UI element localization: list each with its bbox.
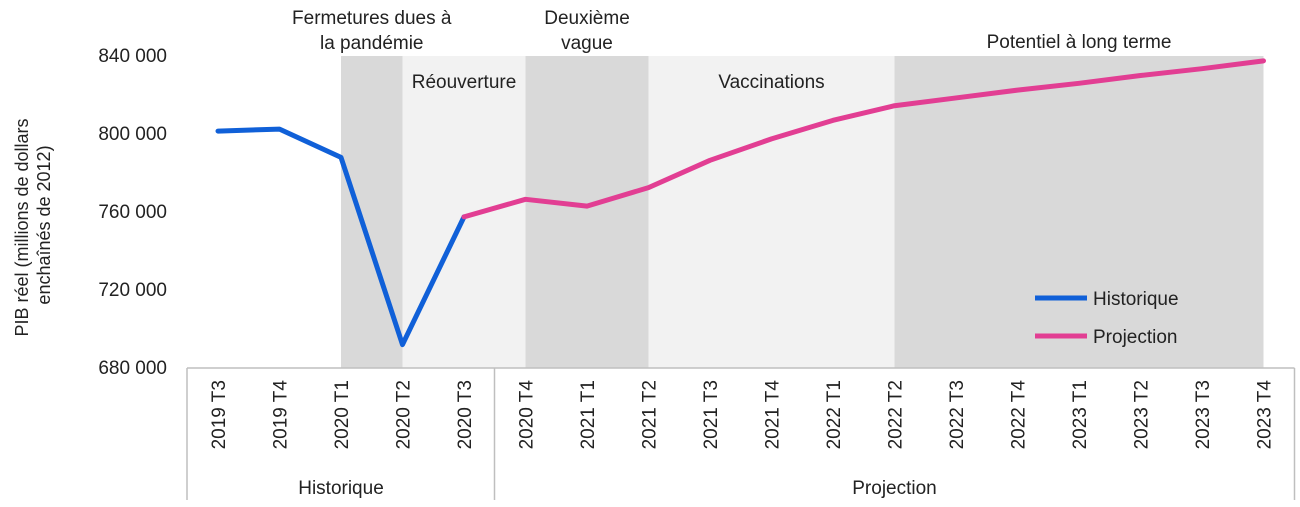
x-tick-label: 2023 T2 xyxy=(1132,380,1153,449)
x-tick-label: 2020 T1 xyxy=(332,380,353,449)
x-tick-label: 2019 T3 xyxy=(209,380,230,449)
phase-label-3-line-1: Deuxième xyxy=(544,8,630,29)
x-tick-label: 2020 T2 xyxy=(394,380,415,449)
y-axis-label-line-1: PIB réel (millions de dollars xyxy=(12,118,32,336)
phase-label-1-line-1: Fermetures dues à xyxy=(292,8,452,29)
phase-band-3 xyxy=(525,56,649,368)
x-group-label: Historique xyxy=(298,478,384,499)
series-line-projection xyxy=(461,58,1266,220)
legend-label-historique: Historique xyxy=(1093,289,1179,310)
x-tick-label: 2021 T4 xyxy=(763,380,784,450)
phase-label-3-line-2: vague xyxy=(561,33,613,54)
x-tick-label: 2022 T1 xyxy=(824,380,845,449)
x-tick-label: 2023 T3 xyxy=(1193,380,1214,449)
phase-label-2-line-1: Réouverture xyxy=(412,72,517,93)
y-tick-label: 800 000 xyxy=(98,124,167,145)
phase-label-4-line-1: Vaccinations xyxy=(718,72,824,93)
y-tick-label: 760 000 xyxy=(98,202,167,223)
x-tick-label: 2020 T3 xyxy=(455,380,476,449)
y-tick-label: 720 000 xyxy=(98,280,167,301)
x-tick-label: 2020 T4 xyxy=(517,380,538,450)
x-axis: Historique Projection 2019 T3 2019 T4 2020 T… xyxy=(186,367,1296,500)
x-tick-label: 2022 T4 xyxy=(1009,380,1030,450)
x-tick-label: 2019 T4 xyxy=(271,380,292,450)
x-tick-label: 2021 T1 xyxy=(578,380,599,449)
series-line-historique xyxy=(215,126,467,348)
x-tick-label: 2021 T3 xyxy=(701,380,722,449)
phase-shading xyxy=(341,56,1264,368)
x-tick-label: 2023 T4 xyxy=(1255,380,1276,450)
x-tick-label: 2022 T3 xyxy=(947,380,968,449)
y-axis-label: PIB réel (millions de dollars enchaînés … xyxy=(12,113,54,336)
y-tick-label: 680 000 xyxy=(98,358,167,379)
phase-labels: Fermetures dues à la pandémie Réouverture D… xyxy=(292,8,1171,93)
x-group-label: Projection xyxy=(852,478,937,499)
legend: Historique Projection xyxy=(1035,289,1179,348)
phase-band-5 xyxy=(894,56,1264,368)
phase-band-2 xyxy=(402,56,526,368)
series-lines xyxy=(215,58,1266,348)
y-axis-ticks: 680 000 720 000 760 000 800 000 840 000 xyxy=(98,46,167,379)
phase-label-1-line-2: la pandémie xyxy=(320,33,424,54)
x-tick-label: 2023 T1 xyxy=(1070,380,1091,449)
y-tick-label: 840 000 xyxy=(98,46,167,67)
phase-band-4 xyxy=(648,56,895,368)
legend-label-projection: Projection xyxy=(1093,327,1178,348)
x-tick-label: 2021 T2 xyxy=(640,380,661,449)
x-tick-label: 2022 T2 xyxy=(886,380,907,449)
y-axis-label-line-2: enchaînés de 2012) xyxy=(34,145,54,304)
phase-label-5-line-1: Potentiel à long terme xyxy=(987,32,1172,53)
